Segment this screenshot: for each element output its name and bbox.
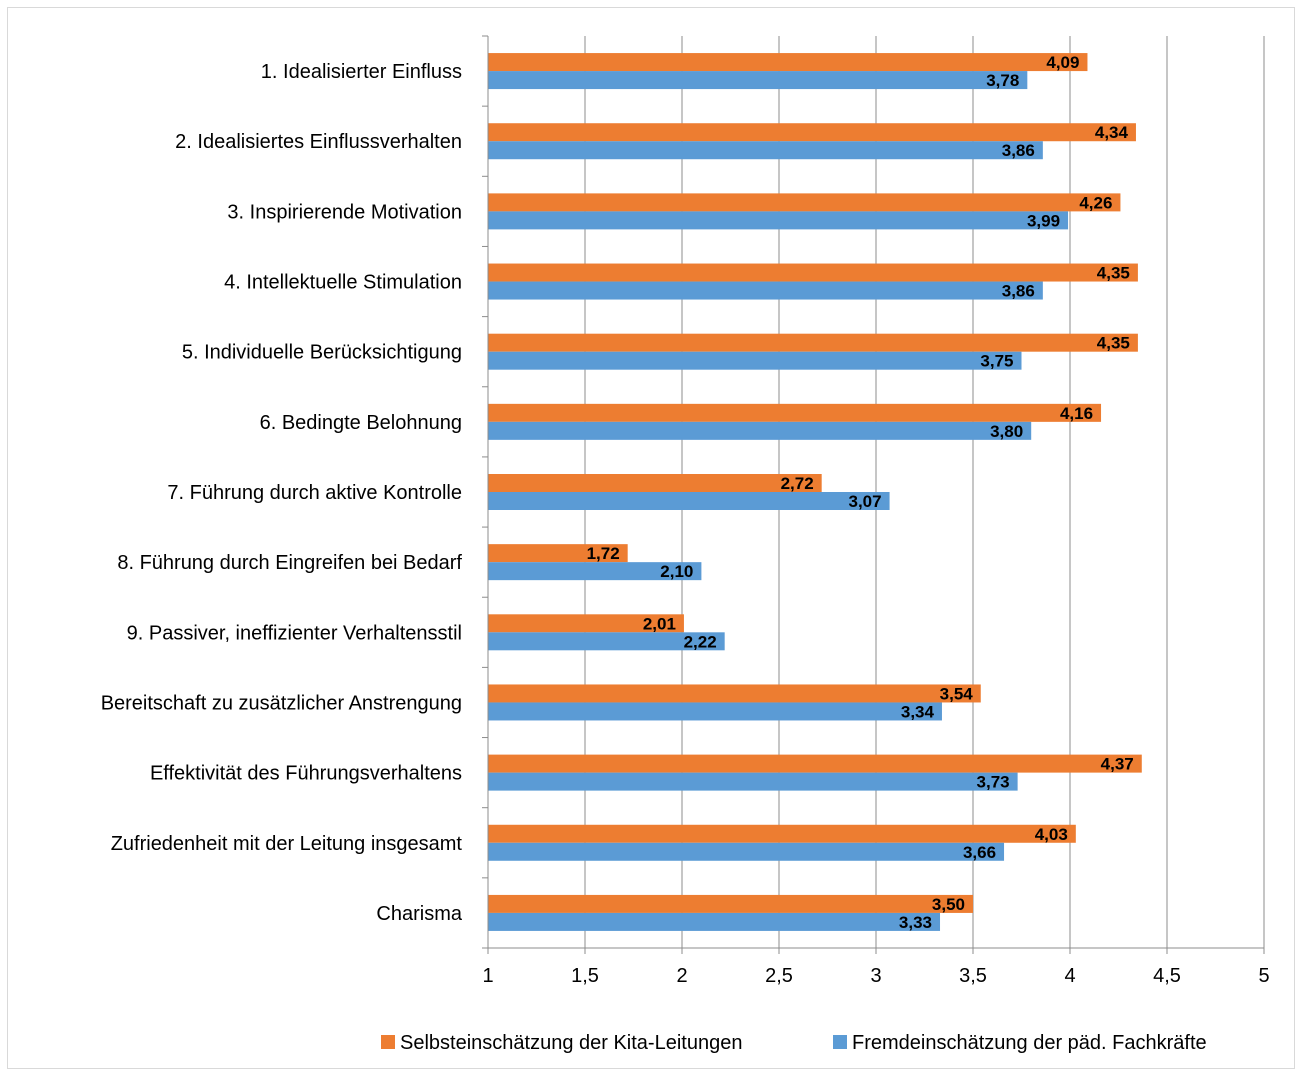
data-label: 3,66 [963,843,996,862]
bar-fremd [488,702,942,721]
bar-selbst [488,53,1088,72]
category-label: Effektivität des Führungsverhaltens [150,763,462,785]
bar-selbst [488,894,973,913]
x-tick-label: 3,5 [959,965,987,987]
bar-selbst [488,614,684,633]
data-label: 1,72 [587,544,620,563]
category-label: Zufriedenheit mit der Leitung insgesamt [111,833,463,855]
x-tick-label: 4 [1064,965,1075,987]
bar-selbst [488,263,1138,282]
category-label: Bereitschaft zu zusätzlicher Anstrengung [101,692,462,714]
data-label: 3,50 [932,895,965,914]
bar-fremd [488,632,725,651]
category-label: 7. Führung durch aktive Kontrolle [167,482,462,504]
legend-label: Selbsteinschätzung der Kita-Leitungen [400,1032,742,1054]
bar-selbst [488,544,628,563]
legend-label: Fremdeinschätzung der päd. Fachkräfte [852,1032,1207,1054]
data-label: 3,34 [901,702,935,721]
bar-fremd [488,141,1043,160]
data-label: 4,09 [1046,53,1079,72]
data-label: 4,35 [1097,264,1130,283]
x-tick-label: 5 [1258,965,1269,987]
x-tick-label: 1 [482,965,493,987]
bar-fremd [488,562,702,581]
category-label: 8. Führung durch Eingreifen bei Bedarf [117,552,462,574]
data-label: 3,54 [940,684,974,703]
bar-fremd [488,71,1028,90]
data-label: 3,33 [899,913,932,932]
axes: 1 1,5 2 2,5 3 3,5 4 4,5 5 [482,35,1270,987]
category-label: 2. Idealisiertes Einflussverhalten [175,131,462,153]
data-label: 3,86 [1002,141,1035,160]
data-label: 3,07 [848,492,881,511]
bar-selbst [488,824,1076,843]
category-label: 6. Bedingte Belohnung [260,412,462,434]
data-label: 3,80 [990,422,1023,441]
bar-fremd [488,281,1043,300]
x-tick-label: 2,5 [765,965,793,987]
category-label: 9. Passiver, ineffizienter Verhaltenssti… [127,622,462,644]
data-label: 2,10 [660,562,693,581]
data-label: 2,01 [643,614,676,633]
data-label: 4,37 [1101,755,1134,774]
gridlines [584,36,1265,948]
data-label: 4,26 [1079,193,1112,212]
data-label: 3,78 [986,71,1019,90]
bar-fremd [488,842,1005,861]
data-label: 3,99 [1027,211,1060,230]
bar-fremd [488,492,890,510]
x-tick-label: 4,5 [1153,965,1181,987]
legend: Selbsteinschätzung der Kita-Leitungen Fre… [381,1032,1207,1054]
data-label: 4,35 [1097,334,1130,353]
bar-fremd [488,211,1069,230]
bar-selbst [488,754,1142,773]
bars [488,53,1142,931]
bar-selbst [488,333,1138,352]
category-label: 5. Individuelle Berücksichtigung [182,342,462,364]
category-label: 3. Inspirierende Motivation [227,201,462,223]
chart-frame [7,7,1295,1069]
bar-selbst [488,403,1102,422]
bar-selbst [488,684,981,703]
data-label: 4,34 [1095,123,1129,142]
category-label: 4. Intellektuelle Stimulation [224,272,462,294]
bar-fremd [488,351,1022,370]
category-label: Charisma [376,903,462,925]
bar-fremd [488,772,1018,791]
bar-fremd [488,912,941,931]
x-tick-label: 2 [676,965,687,987]
legend-swatch [381,1035,395,1049]
data-label: 3,73 [977,773,1010,792]
category-label: 1. Idealisierter Einfluss [261,61,462,83]
x-tick-label: 1,5 [571,965,599,987]
data-label: 4,16 [1060,404,1093,423]
bar-selbst [488,123,1136,142]
data-label: 2,22 [684,632,717,651]
data-labels: 4,09 3,78 4,34 3,86 4,26 3,99 4,35 3,86 4,35 3,75… [587,53,1134,932]
bar-selbst [488,474,822,492]
bar-fremd [488,421,1032,440]
data-label: 2,72 [781,474,814,493]
legend-swatch [833,1035,847,1049]
data-label: 3,86 [1002,282,1035,301]
category-labels: 1. Idealisierter Einfluss 2. Idealisierte… [101,61,463,925]
x-tick-label: 3 [870,965,881,987]
data-label: 4,03 [1035,825,1068,844]
data-label: 3,75 [980,352,1013,371]
bar-selbst [488,193,1121,212]
